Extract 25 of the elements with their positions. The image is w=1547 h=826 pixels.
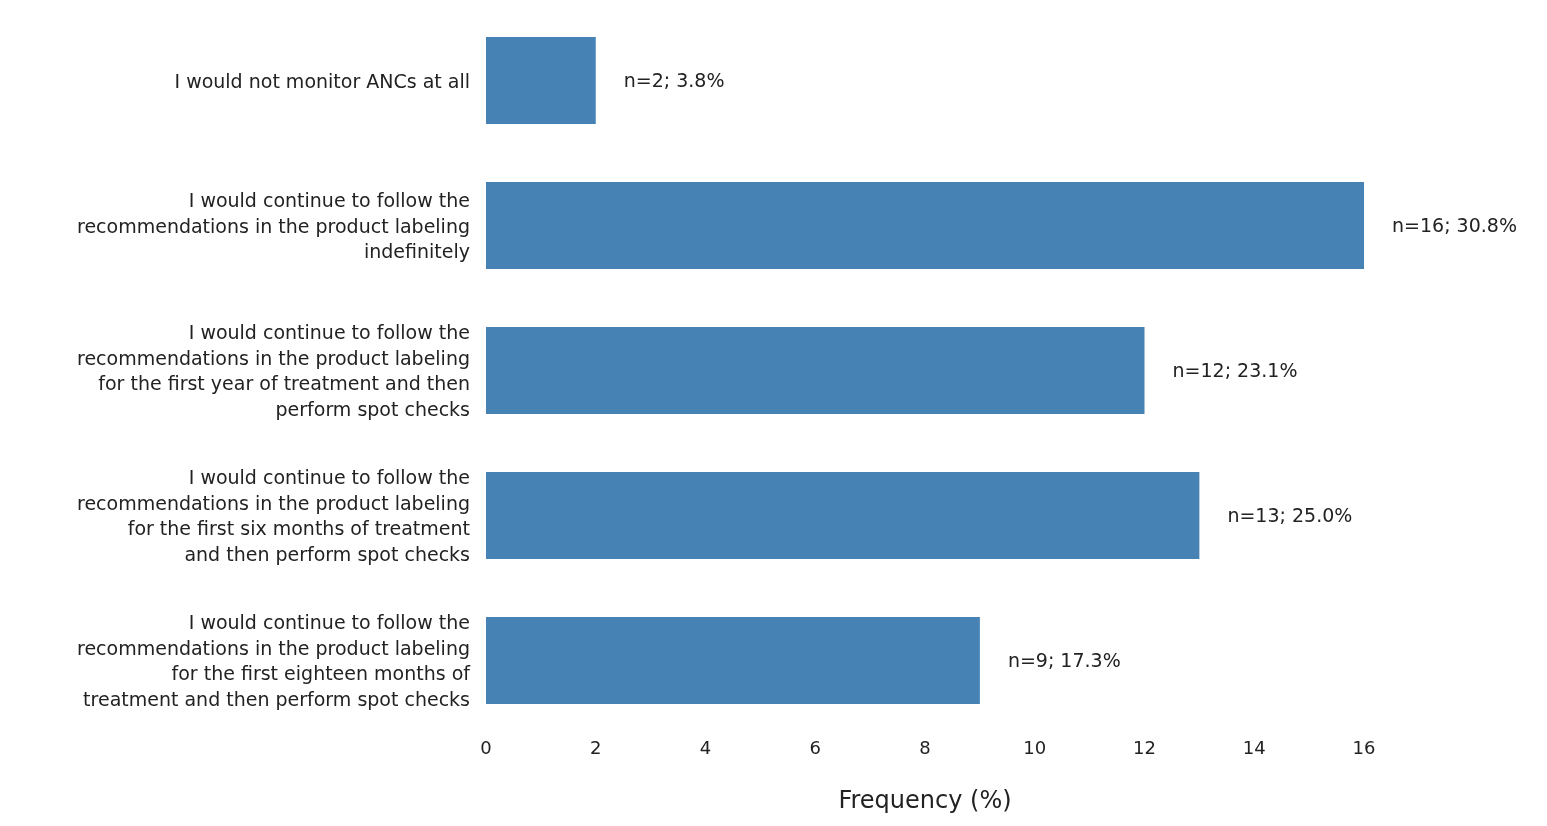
bar: [486, 37, 596, 124]
y-tick-label: I would not monitor ANCs at all: [174, 69, 470, 92]
x-tick-label: 16: [1352, 736, 1376, 758]
y-tick-label: I would continue to follow the recommendations in the product labeling for the first eighteen months of treatment and then perform spot checks: [77, 611, 472, 710]
data-label: n=16; 30.8%: [1392, 214, 1517, 237]
bar: [486, 472, 1200, 559]
data-label: n=12; 23.1%: [1172, 359, 1298, 382]
y-tick-label: I would continue to follow the recommendations in the product labeling indefinitely: [77, 189, 470, 262]
y-tick-label: I would continue to follow the recommendations in the product labeling for the first year of treatment and then perform spot checks: [77, 321, 470, 420]
x-tick-label: 12: [1133, 736, 1156, 758]
x-tick-label: 0: [480, 736, 492, 758]
bar: [486, 617, 980, 704]
data-label: n=9; 17.3%: [1007, 649, 1121, 672]
x-tick-label: 8: [919, 736, 931, 758]
data-label: n=13; 25.0%: [1227, 504, 1353, 527]
data-label: n=2; 3.8%: [623, 69, 725, 92]
x-tick-label: 14: [1242, 736, 1266, 758]
y-tick-label: I would continue to follow the recommendations in the product labeling for the first six months of treatment and then perform spot checks: [77, 466, 470, 565]
x-tick-label: 10: [1023, 736, 1047, 758]
bar: [486, 182, 1364, 269]
x-tick-label: 4: [699, 736, 712, 758]
bar: [486, 327, 1145, 414]
x-tick-label: 2: [590, 736, 602, 758]
x-tick-label: 6: [809, 736, 821, 758]
x-axis-title: Frequency (%): [838, 786, 1012, 814]
